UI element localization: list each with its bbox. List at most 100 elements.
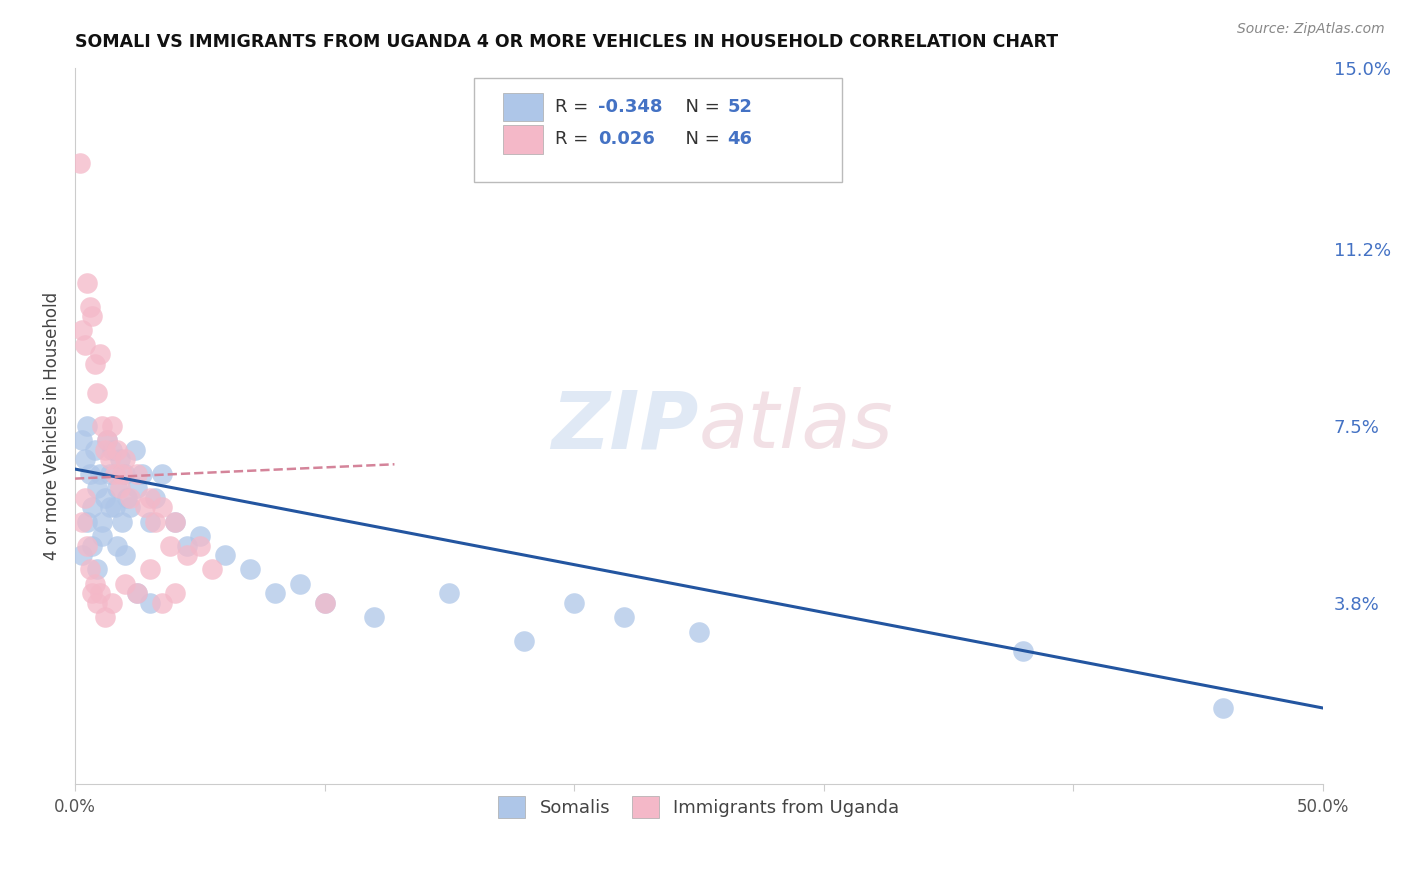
Point (363, 610, 385, 624)
Point (176, 548, 198, 562)
Point (84, 442, 107, 457)
Text: R =: R = (555, 130, 595, 148)
Point (127, 467, 149, 481)
Point (96, 434, 118, 448)
Point (72, 548, 94, 562)
Point (108, 481, 131, 495)
Point (107, 481, 129, 495)
Point (89, 467, 111, 481)
Point (76, 419, 98, 434)
Point (73, 452, 96, 467)
Point (73, 338, 96, 352)
Point (513, 634, 536, 648)
Point (127, 586, 149, 600)
Point (72, 434, 94, 448)
Point (139, 515, 162, 529)
Point (439, 586, 461, 600)
Point (314, 596, 336, 610)
Point (79, 300, 101, 314)
Point (314, 596, 336, 610)
Point (69, 156, 91, 170)
Point (1012, 643, 1035, 657)
Point (214, 548, 236, 562)
Point (86, 562, 108, 576)
Point (139, 491, 162, 505)
Point (82, 500, 104, 515)
Point (150, 596, 173, 610)
Point (89, 586, 111, 600)
Point (163, 586, 186, 600)
Point (150, 500, 173, 515)
Point (86, 481, 108, 495)
Point (79, 467, 101, 481)
Point (150, 467, 173, 481)
Point (107, 539, 129, 553)
Point (131, 467, 153, 481)
Point (143, 515, 166, 529)
Point (139, 562, 162, 576)
Point (201, 562, 224, 576)
Point (76, 539, 98, 553)
Point (79, 562, 101, 576)
Point (98, 452, 121, 467)
Y-axis label: 4 or more Vehicles in Household: 4 or more Vehicles in Household (44, 292, 60, 560)
Point (98, 500, 121, 515)
FancyBboxPatch shape (474, 78, 842, 182)
Point (91, 529, 114, 543)
Point (1212, 701, 1234, 715)
Text: Source: ZipAtlas.com: Source: ZipAtlas.com (1237, 22, 1385, 37)
Point (263, 586, 285, 600)
Legend: Somalis, Immigrants from Uganda: Somalis, Immigrants from Uganda (491, 789, 907, 826)
Point (127, 481, 149, 495)
Point (114, 576, 136, 591)
Point (89, 347, 111, 361)
Point (76, 276, 98, 290)
Point (101, 419, 124, 434)
Point (134, 500, 156, 515)
Text: ZIP: ZIP (551, 387, 699, 465)
Point (111, 515, 134, 529)
Point (127, 586, 149, 600)
Point (104, 500, 127, 515)
Text: N =: N = (673, 130, 725, 148)
Point (114, 548, 136, 562)
Point (118, 500, 141, 515)
Point (562, 596, 585, 610)
Point (82, 586, 104, 600)
Point (96, 434, 118, 448)
Point (73, 491, 96, 505)
Point (84, 576, 107, 591)
Point (188, 529, 211, 543)
Point (94, 442, 117, 457)
Point (159, 539, 181, 553)
Point (91, 515, 114, 529)
Point (72, 323, 94, 337)
Point (108, 452, 131, 467)
Point (118, 491, 141, 505)
Point (98, 467, 121, 481)
Point (288, 576, 311, 591)
Point (111, 467, 134, 481)
Point (86, 596, 108, 610)
Text: 0.026: 0.026 (598, 130, 655, 148)
Point (163, 515, 186, 529)
Point (688, 624, 710, 639)
Point (76, 515, 98, 529)
Point (94, 610, 117, 624)
Text: R =: R = (555, 98, 595, 116)
Point (143, 491, 166, 505)
Point (86, 385, 108, 400)
Point (72, 515, 94, 529)
Point (114, 452, 136, 467)
Point (94, 491, 117, 505)
Point (117, 491, 139, 505)
FancyBboxPatch shape (503, 125, 543, 153)
Text: SOMALI VS IMMIGRANTS FROM UGANDA 4 OR MORE VEHICLES IN HOUSEHOLD CORRELATION CHA: SOMALI VS IMMIGRANTS FROM UGANDA 4 OR MO… (75, 33, 1059, 51)
Text: 46: 46 (727, 130, 752, 148)
Point (163, 515, 186, 529)
Point (239, 562, 262, 576)
Point (176, 539, 198, 553)
Point (139, 596, 162, 610)
Point (104, 467, 127, 481)
Point (82, 309, 104, 323)
